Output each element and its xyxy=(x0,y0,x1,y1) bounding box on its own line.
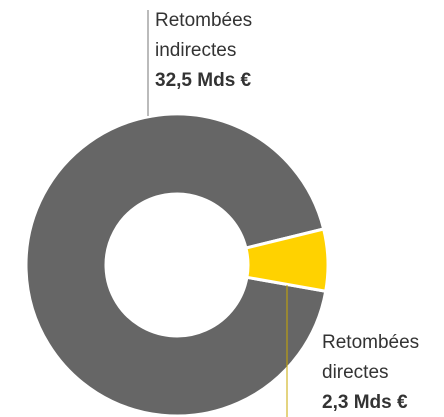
slice xyxy=(24,112,328,417)
label-directes: Retombées directes 2,3 Mds € xyxy=(322,328,444,417)
value-label: 32,5 Mds € xyxy=(155,70,252,91)
slice xyxy=(244,227,330,293)
value-label: 2,3 Mds € xyxy=(322,392,408,413)
category-label: Retombées indirectes xyxy=(155,10,253,61)
label-indirectes: Retombées indirectes 32,5 Mds € xyxy=(155,6,275,96)
category-label: Retombées directes xyxy=(322,332,420,383)
